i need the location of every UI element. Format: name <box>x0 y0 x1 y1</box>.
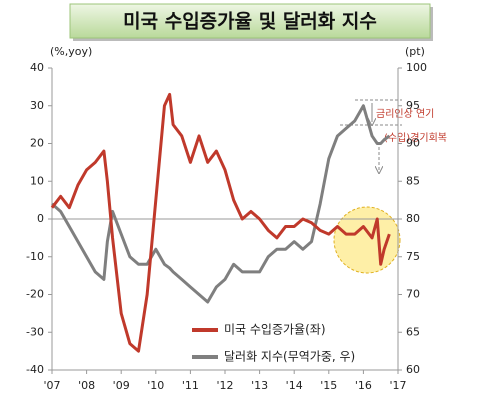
x-tick-label: '07 <box>43 379 60 392</box>
y2-tick-label: 60 <box>406 363 420 376</box>
legend-label: 미국 수입증가율(좌) <box>224 323 326 337</box>
series-line <box>51 104 391 304</box>
annotation: (수입)경기회복 <box>384 131 447 144</box>
x-tick-label: '11 <box>182 379 199 392</box>
chart-title: 미국 수입증가율 및 달러화 지수 <box>123 11 377 33</box>
y-axis-label: (%,yoy) <box>50 45 92 58</box>
x-tick-label: '13 <box>251 379 268 392</box>
y-tick-label: 40 <box>30 61 44 74</box>
y-tick-label: 0 <box>37 212 44 225</box>
y2-tick-label: 85 <box>406 174 420 187</box>
y2-tick-label: 70 <box>406 288 420 301</box>
legend-label: 달러화 지수(무역가중, 우) <box>224 350 355 364</box>
x-tick-label: '08 <box>78 379 95 392</box>
x-tick-label: '12 <box>216 379 233 392</box>
x-tick-label: '15 <box>320 379 337 392</box>
y2-axis-label: (pt) <box>405 45 425 58</box>
y2-tick-label: 100 <box>406 61 427 74</box>
series-line <box>50 92 391 353</box>
y-tick-label: -30 <box>26 325 44 338</box>
y-tick-label: 30 <box>30 99 44 112</box>
highlight-circle <box>333 206 401 274</box>
y-tick-label: -40 <box>26 363 44 376</box>
y-tick-label: 10 <box>30 174 44 187</box>
x-tick-label: '10 <box>147 379 164 392</box>
annotation: 금리인상 연기 <box>376 108 434 120</box>
y2-tick-label: 95 <box>406 99 420 112</box>
y2-tick-label: 90 <box>406 137 420 150</box>
x-tick-label: '17 <box>389 379 406 392</box>
title-box <box>69 3 431 39</box>
y2-tick-label: 80 <box>406 212 420 225</box>
y-tick-label: -10 <box>26 250 44 263</box>
y-tick-label: -20 <box>26 288 44 301</box>
x-tick-label: '14 <box>286 379 303 392</box>
x-tick-label: '09 <box>113 379 130 392</box>
y2-tick-label: 65 <box>406 325 420 338</box>
x-tick-label: '16 <box>355 379 372 392</box>
y-tick-label: 20 <box>30 137 44 150</box>
y2-tick-label: 75 <box>406 250 420 263</box>
